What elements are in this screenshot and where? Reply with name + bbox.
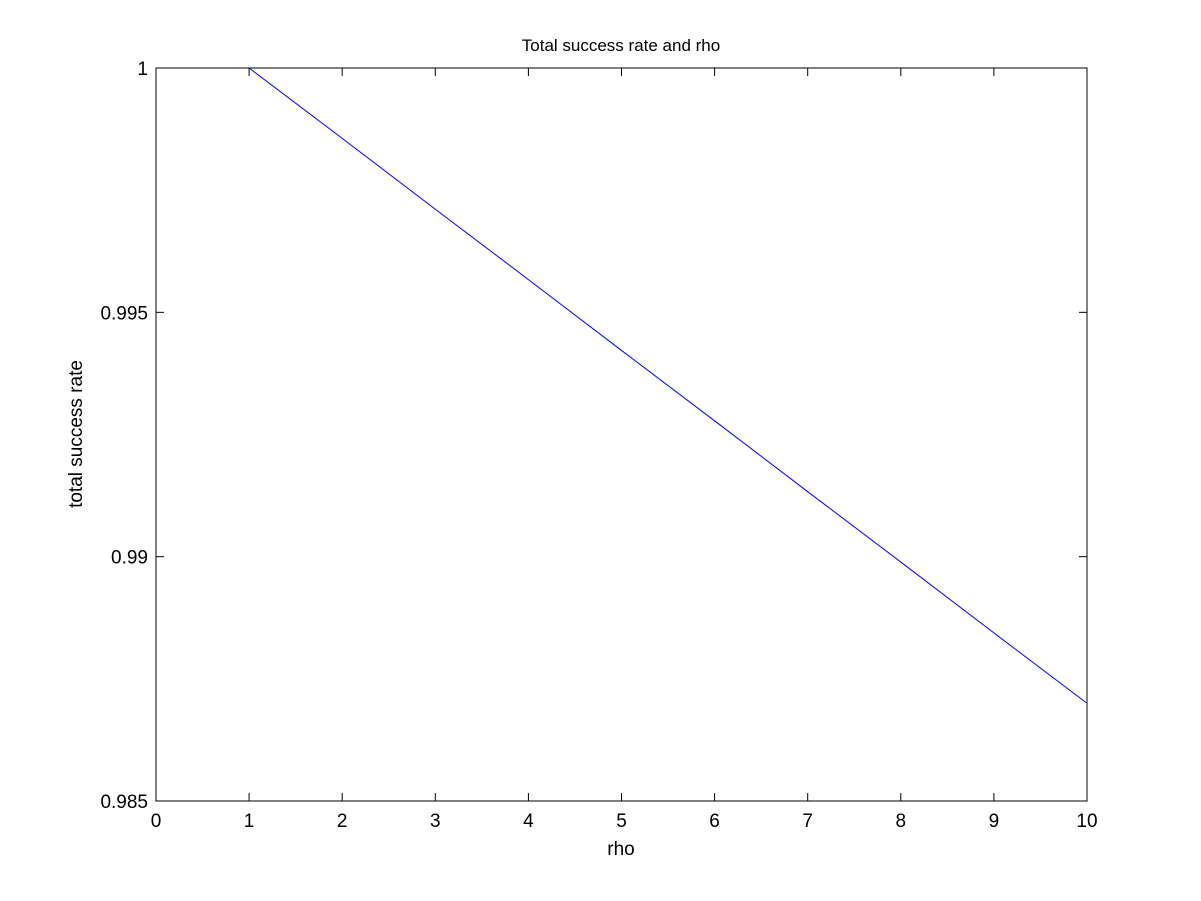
data-point <box>342 138 343 139</box>
y-tick-label: 0.995 <box>100 303 148 324</box>
y-tick-label: 1 <box>137 59 148 80</box>
data-point <box>528 279 529 280</box>
series-layer <box>248 67 1088 704</box>
x-tick-label: 4 <box>523 811 534 832</box>
x-tick-label: 10 <box>1076 811 1097 832</box>
data-point <box>807 491 808 492</box>
data-point <box>1087 703 1088 704</box>
tick-labels: 0 1 2 3 4 5 6 7 8 9 10 0.985 0.99 0.995 1 <box>100 59 1097 832</box>
x-axis-label: rho <box>607 839 634 860</box>
data-point <box>714 420 715 421</box>
data-point <box>993 632 994 633</box>
x-tick-label: 7 <box>802 811 813 832</box>
x-tick-label: 8 <box>896 811 907 832</box>
tick-marks <box>155 67 1088 802</box>
y-tick-label: 0.99 <box>111 548 148 569</box>
data-point <box>900 562 901 563</box>
x-tick-label: 3 <box>430 811 441 832</box>
x-tick-label: 1 <box>244 811 255 832</box>
data-point <box>249 68 250 69</box>
x-tick-label: 9 <box>989 811 1000 832</box>
x-tick-label: 2 <box>337 811 348 832</box>
data-point <box>435 209 436 210</box>
data-point <box>621 350 622 351</box>
x-tick-label: 6 <box>709 811 720 832</box>
y-tick-label: 0.985 <box>100 792 148 813</box>
y-axis-label: total success rate <box>66 360 87 508</box>
x-tick-label: 0 <box>151 811 162 832</box>
chart-title: Total success rate and rho <box>522 36 720 55</box>
plot-area <box>155 67 1088 802</box>
series-line <box>248 67 1088 704</box>
x-tick-label: 5 <box>616 811 627 832</box>
